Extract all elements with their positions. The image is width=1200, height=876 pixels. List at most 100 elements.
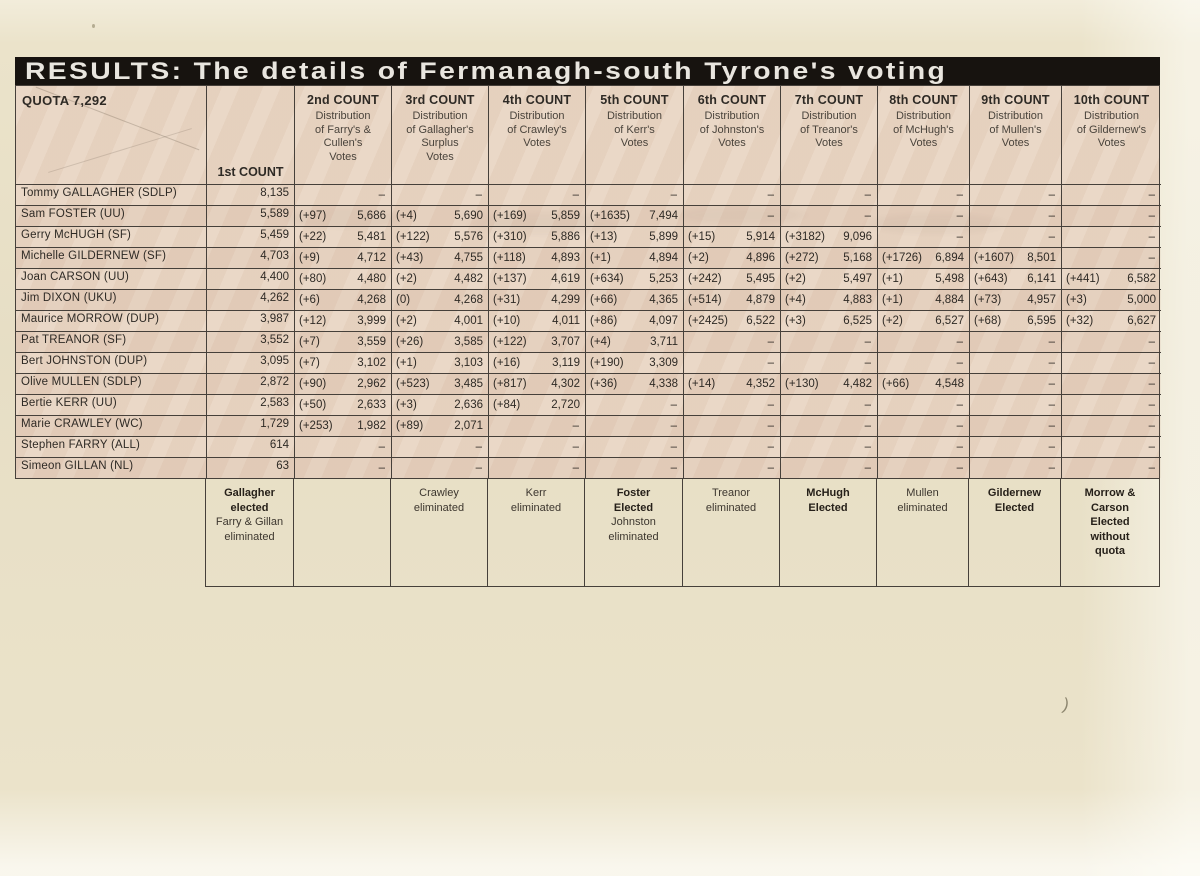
table-row: Sam FOSTER (UU) 5,589 (+97) 5,686 (+4) 5,690(… — [16, 205, 1161, 226]
candidate-name: Bert JOHNSTON (DUP) — [16, 352, 206, 373]
count-cell: – — [1061, 184, 1161, 205]
count-cell: – — [683, 352, 780, 373]
count-header-subtext: Votes — [523, 137, 551, 149]
count-cell: – — [780, 394, 877, 415]
footer-note: Gildernew Elected — [968, 479, 1060, 587]
transfer-delta: (+242) — [688, 273, 722, 285]
count-header-subtext: Distribution — [412, 110, 468, 122]
running-total: 6,141 — [1027, 273, 1056, 285]
running-total: 8,501 — [1027, 252, 1056, 264]
running-total: 4,884 — [935, 294, 964, 306]
count-cell: – — [585, 394, 683, 415]
count-cell: (+272) 5,168 — [780, 247, 877, 268]
running-total: 2,636 — [454, 399, 483, 411]
count-cell: (+36) 4,338 — [585, 373, 683, 394]
transfer-delta: (+514) — [688, 294, 722, 306]
count-cell: (+10) 4,011 — [488, 310, 585, 331]
count-header: 2nd COUNT Distribution of Farry's & Cullen'… — [294, 86, 391, 184]
transfer-delta: (+16) — [493, 357, 521, 369]
transfer-delta: (+2) — [785, 273, 806, 285]
count-header-subtext: of McHugh's — [893, 123, 954, 136]
table-row: Stephen FARRY (ALL) 614– – – – – – – – – — [16, 436, 1161, 457]
running-total: 3,707 — [551, 336, 580, 348]
footer-note: Treanor eliminated — [682, 479, 779, 587]
footer-note-bold-line: Gildernew — [987, 487, 1042, 499]
count-cell: (+7) 3,102 — [294, 352, 391, 373]
count-cell: (+43) 4,755 — [391, 247, 488, 268]
footer-note-line: Kerr — [525, 487, 547, 499]
running-total: 9,096 — [843, 231, 872, 243]
first-count-value: 5,589 — [206, 205, 294, 226]
count-cell: – — [780, 436, 877, 457]
count-header-subtext: Votes — [909, 137, 938, 149]
candidate-name: Bertie KERR (UU) — [16, 394, 206, 415]
count-cell: – — [585, 436, 683, 457]
count-cell: (+2) 4,482 — [391, 268, 488, 289]
footer-note-bold-line: Gallagher — [224, 487, 275, 499]
count-cell: – — [585, 415, 683, 436]
running-total: 3,999 — [357, 315, 386, 327]
count-cell: (+9) 4,712 — [294, 247, 391, 268]
count-cell: – — [877, 415, 969, 436]
transfer-delta: (0) — [396, 294, 411, 306]
count-header-subtext: Surplus — [421, 137, 459, 149]
count-header-subtext: Distribution — [315, 110, 371, 122]
running-total: 5,495 — [746, 273, 775, 285]
count-header-subtext: Votes — [815, 137, 843, 149]
count-cell: – — [1061, 373, 1161, 394]
transfer-delta: (+3182) — [785, 231, 825, 243]
count-header-subtext: Distribution — [987, 110, 1044, 122]
footer-note-line: eliminated — [510, 501, 562, 514]
table-row: Olive MULLEN (SDLP) 2,872 (+90) 2,962 (+523)… — [16, 373, 1161, 394]
count-cell: (+86) 4,097 — [585, 310, 683, 331]
candidate-name: Gerry McHUGH (SF) — [16, 226, 206, 247]
count-cell: (+22) 5,481 — [294, 226, 391, 247]
footer-note-line: eliminated — [897, 501, 948, 514]
table-row: Jim DIXON (UKU) 4,262 (+6) 4,268 (0) 4,268 (+3… — [16, 289, 1161, 310]
running-total: 5,576 — [454, 231, 483, 243]
running-total: 6,595 — [1027, 315, 1056, 327]
count-cell: (+190) 3,309 — [585, 352, 683, 373]
footer-spacer — [15, 479, 205, 587]
running-total: 4,893 — [551, 252, 580, 264]
transfer-delta: (+1) — [882, 273, 903, 285]
count-header-label: 9th COUNT — [981, 93, 1050, 107]
running-total: 5,886 — [551, 231, 580, 243]
footer-note-line: Mullen — [906, 487, 939, 499]
count-header-subtext: Distribution — [801, 110, 857, 122]
first-count-value: 3,095 — [206, 352, 294, 373]
count-cell: (+523) 3,485 — [391, 373, 488, 394]
running-total: 4,883 — [843, 294, 872, 306]
count-header-label: 5th COUNT — [600, 93, 669, 107]
count-header-subtext: Distribution — [704, 110, 760, 122]
transfer-delta: (+190) — [590, 357, 624, 369]
transfer-delta: (+6) — [299, 294, 320, 306]
transfer-delta: (+97) — [299, 210, 327, 222]
count-header: 8th COUNT Distribution of McHugh's Votes — [877, 86, 969, 184]
transfer-delta: (+73) — [974, 294, 1002, 306]
running-total: 5,686 — [357, 210, 386, 222]
running-total: 4,879 — [746, 294, 775, 306]
count-cell: – — [1061, 331, 1161, 352]
ink-dot-artifact — [92, 24, 95, 28]
running-total: 3,585 — [454, 336, 483, 348]
count-cell: (+122) 5,576 — [391, 226, 488, 247]
transfer-delta: (+1) — [590, 252, 611, 264]
count-header-subtext: of Johnston's — [699, 123, 765, 136]
running-total: 5,253 — [649, 273, 678, 285]
footer-note: Kerr eliminated — [487, 479, 584, 587]
count-cell: (+1) 4,894 — [585, 247, 683, 268]
running-total: 4,548 — [935, 378, 964, 390]
running-total: 4,712 — [357, 252, 386, 264]
transfer-delta: (+86) — [590, 315, 618, 327]
transfer-delta: (+80) — [299, 273, 327, 285]
footer-note-line: eliminated — [224, 530, 275, 543]
count-cell: – — [780, 184, 877, 205]
footer-note-line: Farry & Gillan — [215, 516, 284, 528]
transfer-delta: (+32) — [1066, 315, 1094, 327]
running-total: 4,480 — [357, 273, 386, 285]
count-cell: (+68) 6,595 — [969, 310, 1061, 331]
footer-note-line: Crawley — [419, 487, 459, 499]
candidate-name: Sam FOSTER (UU) — [16, 205, 206, 226]
running-total: 6,582 — [1127, 273, 1156, 285]
